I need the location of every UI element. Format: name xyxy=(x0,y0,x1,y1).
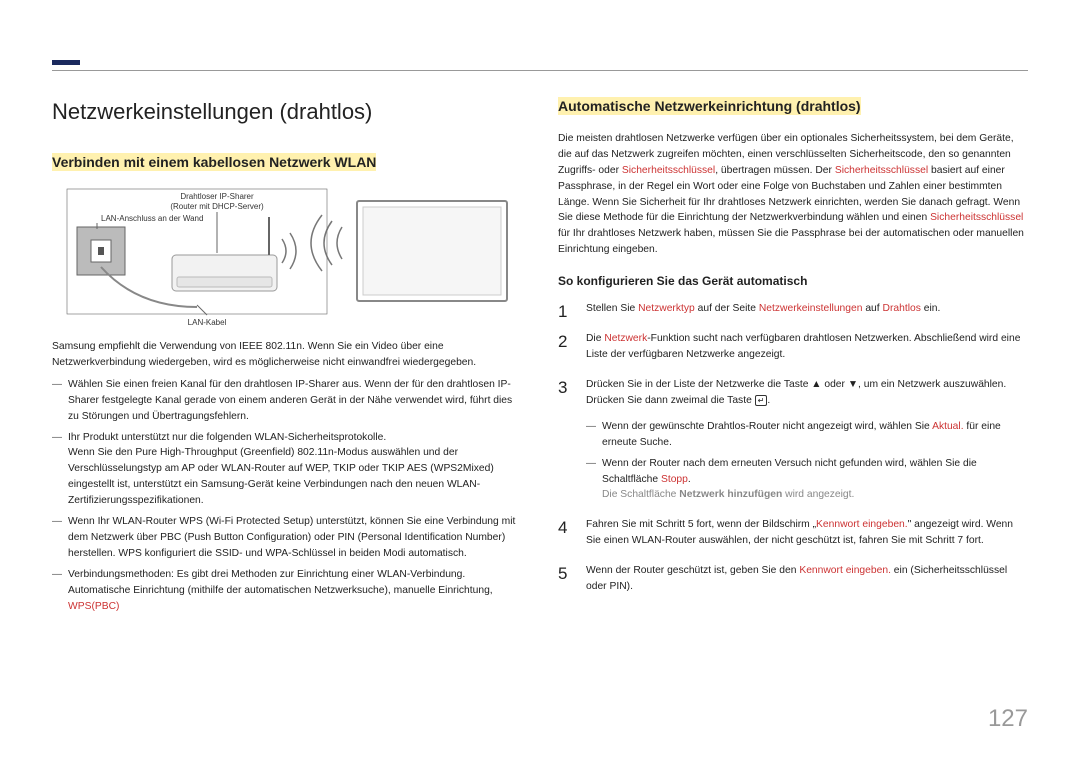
list-item: Ihr Produkt unterstützt nur die folgende… xyxy=(52,430,522,510)
right-column: Automatische Netzwerkeinrichtung (drahtl… xyxy=(558,95,1028,728)
left-bullets: Wählen Sie einen freien Kanal für den dr… xyxy=(52,377,522,615)
step-item: Fahren Sie mit Schritt 5 fort, wenn der … xyxy=(558,517,1028,549)
header-accent xyxy=(52,60,80,65)
step-item: Die Netzwerk-Funktion sucht nach verfügb… xyxy=(558,331,1028,363)
right-intro: Die meisten drahtlosen Netzwerke verfüge… xyxy=(558,131,1028,259)
page-title: Netzwerkeinstellungen (drahtlos) xyxy=(52,95,522,129)
subsection-heading: So konfigurieren Sie das Gerät automatis… xyxy=(558,272,1028,291)
list-item: Wählen Sie einen freien Kanal für den dr… xyxy=(52,377,522,425)
page-number: 127 xyxy=(988,705,1028,733)
diagram-label-wall: LAN-Anschluss an der Wand xyxy=(101,214,203,223)
list-item: Wenn der Router nach dem erneuten Versuc… xyxy=(586,456,1028,504)
list-item: Wenn Ihr WLAN-Router WPS (Wi-Fi Protecte… xyxy=(52,514,522,562)
list-item: Wenn der gewünschte Drahtlos-Router nich… xyxy=(586,419,1028,451)
section-heading-wlan: Verbinden mit einem kabellosen Netzwerk … xyxy=(52,151,522,175)
step-item: Drücken Sie in der Liste der Netzwerke d… xyxy=(558,377,1028,504)
intro-paragraph: Samsung empfiehlt die Verwendung von IEE… xyxy=(52,339,522,371)
list-item: Verbindungsmethoden: Es gibt drei Method… xyxy=(52,567,522,615)
diagram-label-cable: LAN-Kabel xyxy=(188,318,227,327)
step-item: Wenn der Router geschützt ist, geben Sie… xyxy=(558,563,1028,595)
enter-icon: ↵ xyxy=(755,395,768,406)
steps-list: Stellen Sie Netzwerktyp auf der Seite Ne… xyxy=(558,301,1028,595)
page-content: Netzwerkeinstellungen (drahtlos) Verbind… xyxy=(52,95,1028,728)
section-heading-auto: Automatische Netzwerkeinrichtung (drahtl… xyxy=(558,95,1028,119)
header-rule xyxy=(52,70,1028,71)
left-column: Netzwerkeinstellungen (drahtlos) Verbind… xyxy=(52,95,522,728)
network-diagram: LAN-Kabel Drahtloser IP-Sharer (Router m… xyxy=(52,187,522,327)
diagram-label-router-sub: (Router mit DHCP-Server) xyxy=(170,202,264,211)
step-item: Stellen Sie Netzwerktyp auf der Seite Ne… xyxy=(558,301,1028,317)
diagram-label-router-top: Drahtloser IP-Sharer xyxy=(180,192,254,201)
